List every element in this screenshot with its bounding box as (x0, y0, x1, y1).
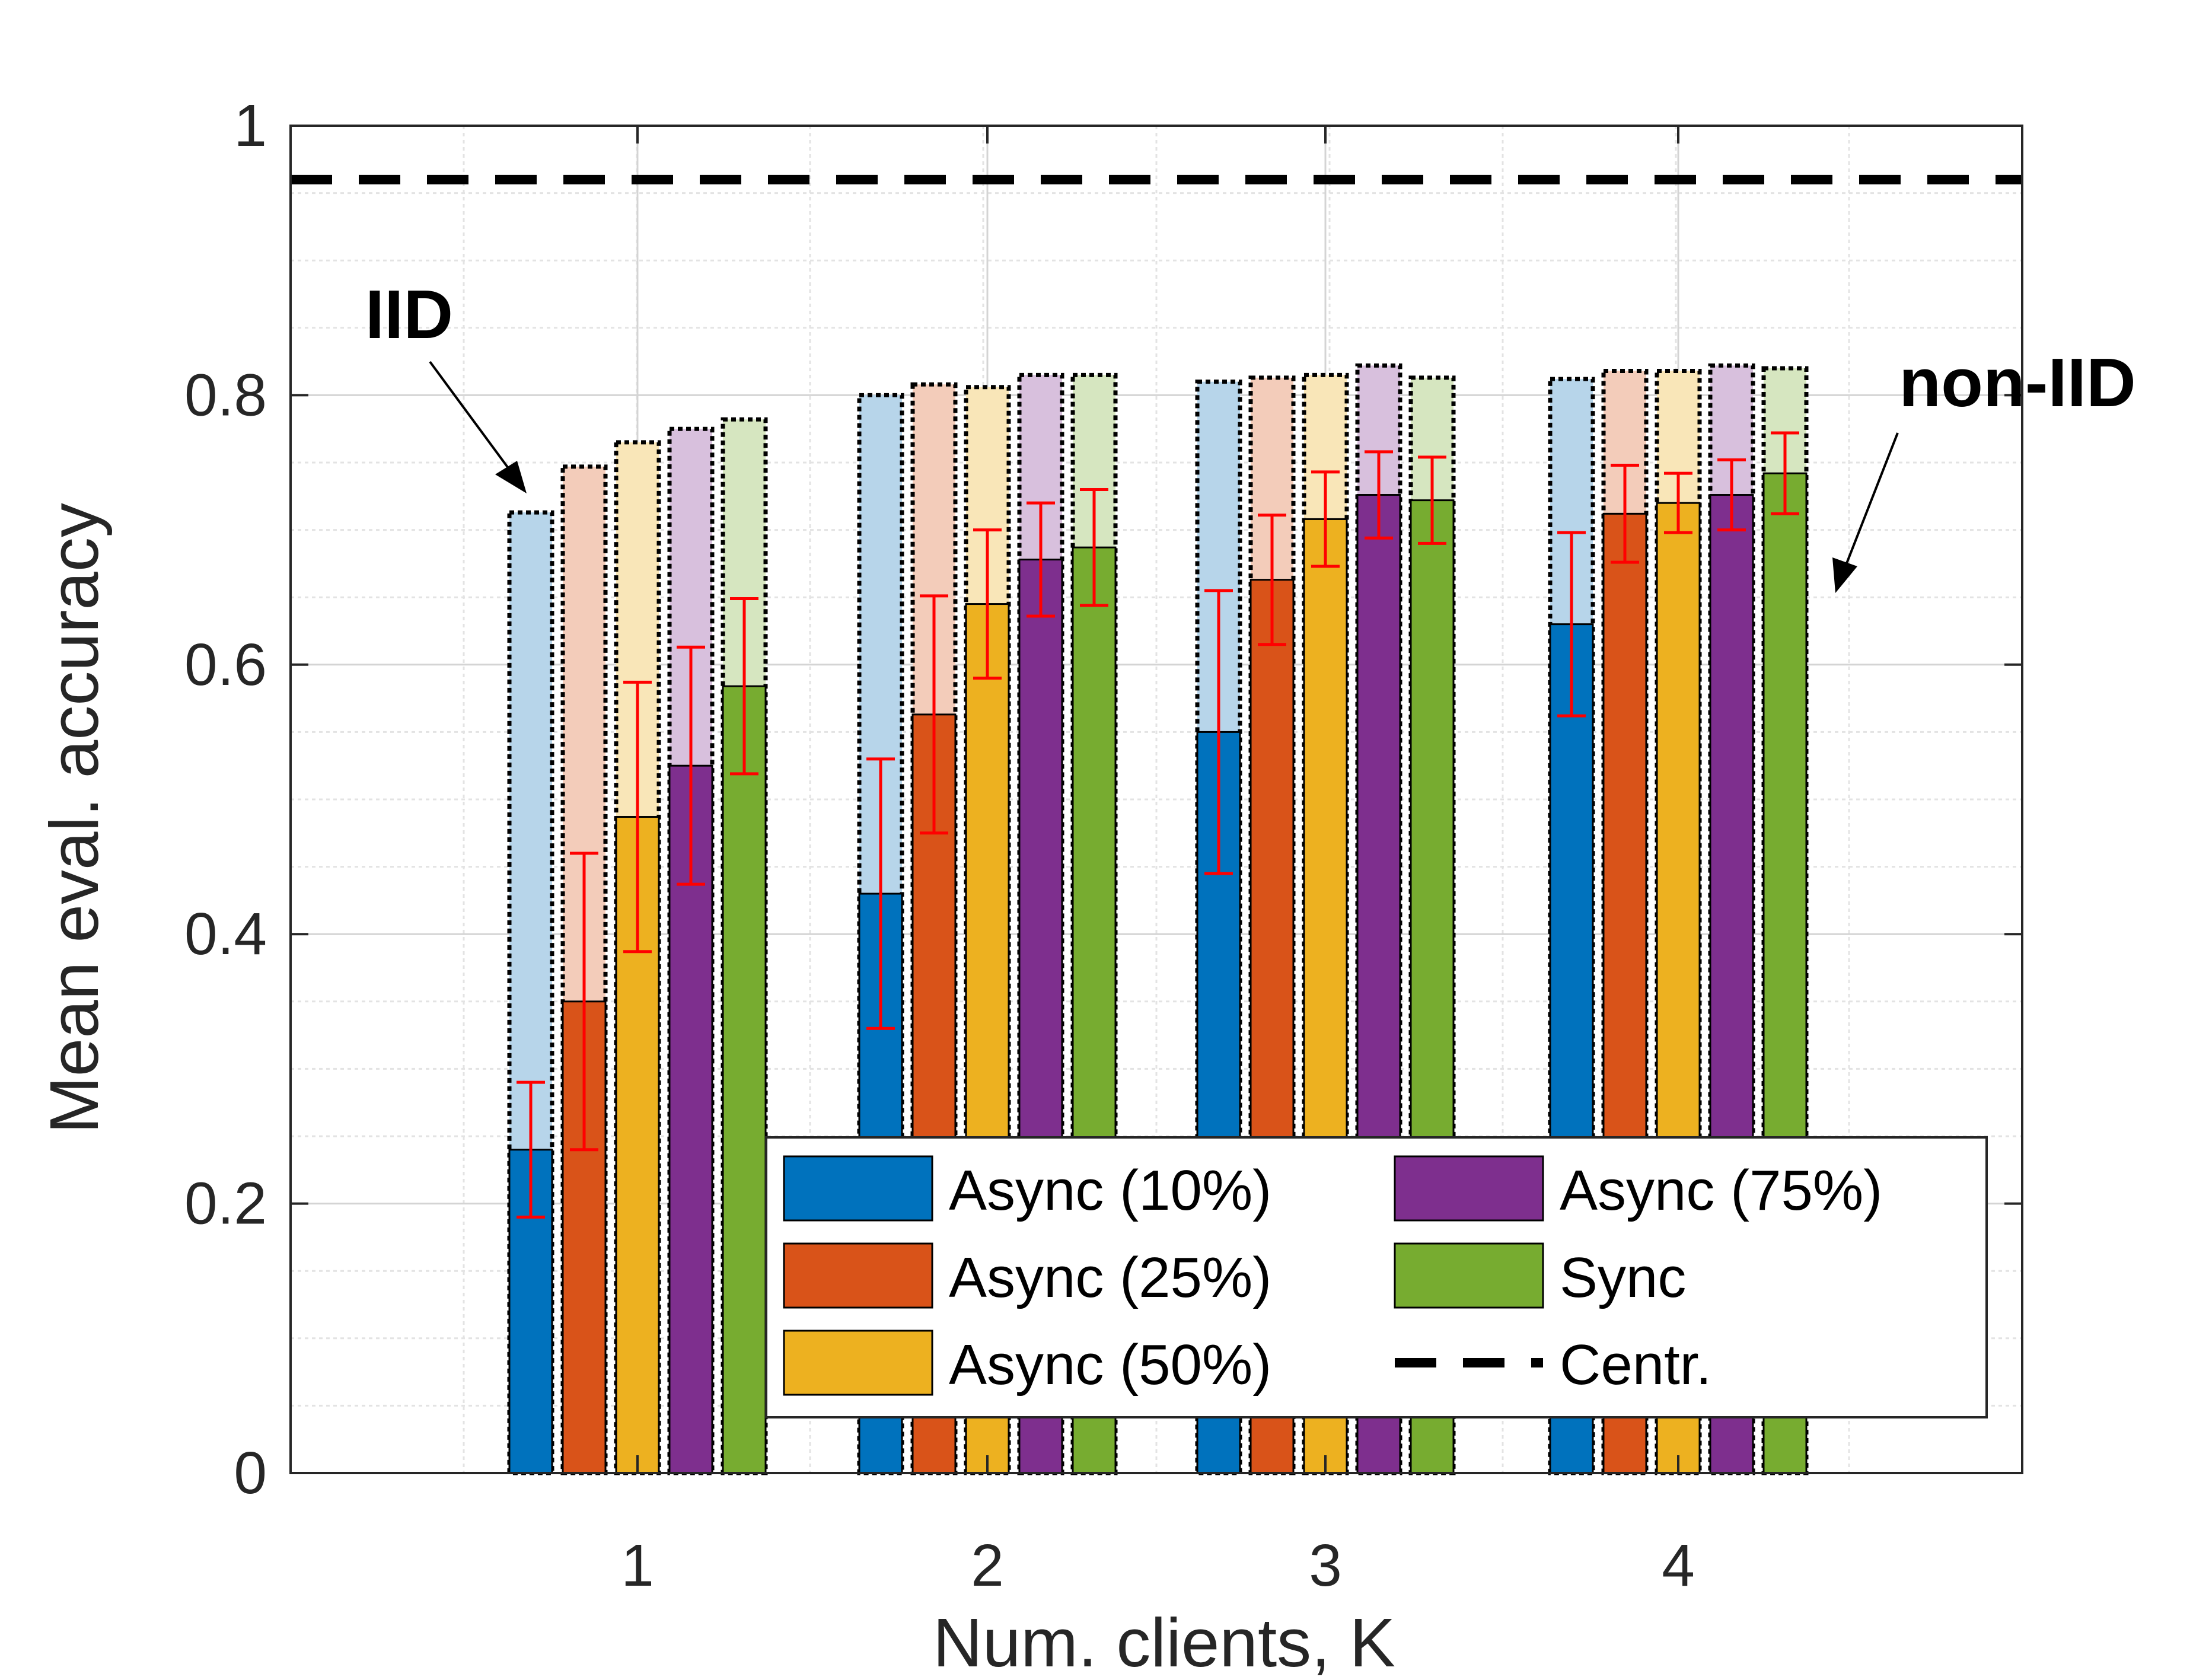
legend-swatch (783, 1155, 933, 1222)
error-bars (517, 431, 1799, 1219)
legend-item-centr: Centr. (1395, 1333, 1711, 1397)
legend-label: Async (50%) (949, 1333, 1271, 1397)
x-tick-label: 4 (1662, 1532, 1695, 1599)
axes-box (289, 125, 2023, 1474)
y-tick-label: 0 (234, 1440, 267, 1506)
legend-swatch (783, 1242, 933, 1309)
y-tick-label: 0.6 (184, 632, 267, 698)
x-tick-labels: 1 2 3 4 (621, 1532, 1695, 1599)
y-tick-label: 0.2 (184, 1171, 267, 1237)
x-tick-label: 1 (621, 1532, 654, 1599)
annotation-non-iid-arrowhead (1832, 557, 1857, 593)
bar-non-iid (722, 685, 767, 1474)
x-tick-label: 2 (971, 1532, 1004, 1599)
annotation-non-iid: non-IID (1899, 344, 2135, 421)
legend-item-async-75: Async (75%) (1394, 1155, 1882, 1222)
annotations: IID non-IID (365, 276, 2136, 593)
axes (289, 125, 2023, 1474)
y-tick-label: 1 (234, 93, 267, 159)
legend-box (765, 1136, 1988, 1418)
annotation-iid: IID (365, 276, 453, 353)
legend-label: Async (75%) (1560, 1159, 1882, 1222)
annotation-iid-arrow (429, 361, 514, 476)
legend-swatch (1394, 1242, 1544, 1309)
annotation-non-iid-arrow (1844, 432, 1899, 567)
y-tick-label: 0.4 (184, 901, 267, 967)
legend-swatch (1394, 1155, 1544, 1222)
y-tick-label: 0.8 (184, 362, 267, 428)
legend-label: Async (25%) (949, 1246, 1271, 1309)
y-axis-label: Mean eval. accuracy (36, 503, 113, 1134)
x-axis-label: Num. clients, K (933, 1604, 1395, 1680)
legend-item-sync: Sync (1394, 1242, 1686, 1309)
legend-item-async-25: Async (25%) (783, 1242, 1271, 1309)
legend: Async (10%) Async (25%) Async (50%) Asyn… (765, 1136, 1988, 1418)
legend-label: Sync (1560, 1246, 1686, 1309)
legend-item-async-10: Async (10%) (783, 1155, 1271, 1222)
x-tick-label: 3 (1309, 1532, 1342, 1599)
legend-label: Centr. (1560, 1333, 1711, 1397)
legend-label: Async (10%) (949, 1159, 1271, 1222)
legend-item-async-50: Async (50%) (783, 1330, 1271, 1397)
legend-swatch (783, 1330, 933, 1396)
y-tick-labels: 0 0.2 0.4 0.6 0.8 1 (184, 93, 267, 1506)
annotation-iid-arrowhead (495, 461, 527, 493)
